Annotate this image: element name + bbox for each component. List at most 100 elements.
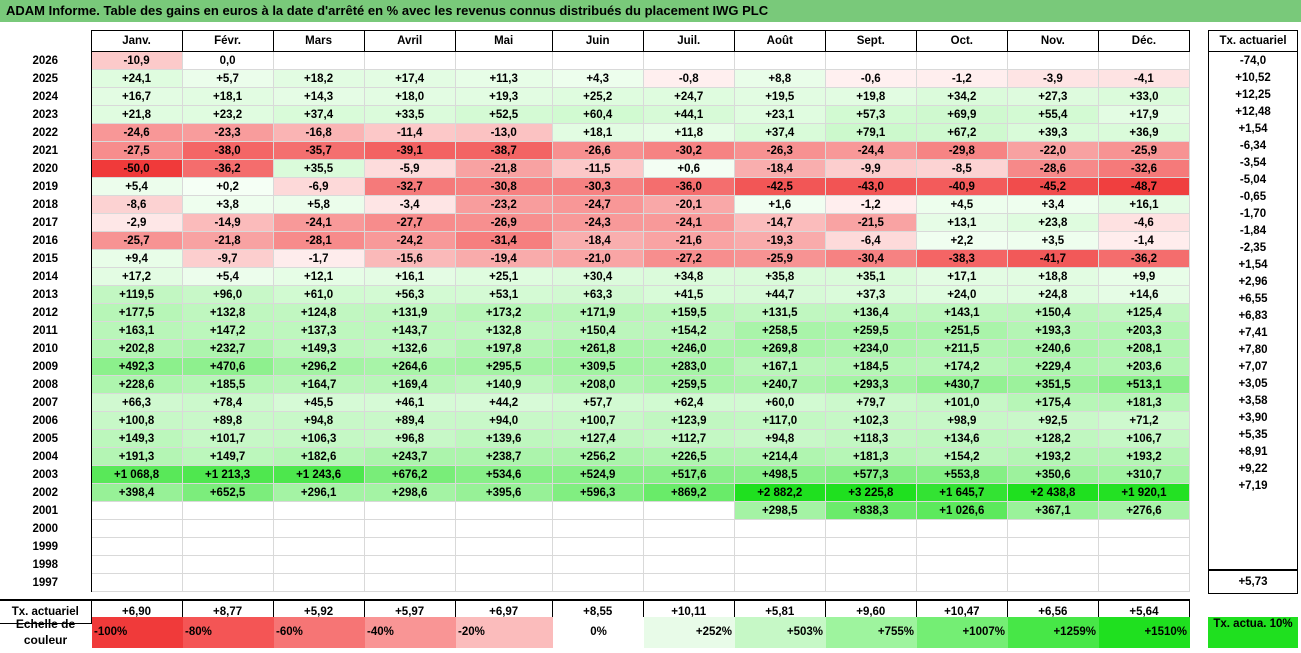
gain-cell: +513,1 bbox=[1097, 375, 1191, 394]
gain-cell: +3 225,8 bbox=[824, 483, 917, 502]
table-row: 2000 bbox=[0, 519, 1191, 538]
table-row: 2004 +191,3 +149,7 +182,6 +243,7 +238,7 +256,2… bbox=[0, 447, 1191, 466]
gain-cell: +132,8 bbox=[454, 321, 553, 340]
scale-swatch: +1259% bbox=[1008, 617, 1099, 648]
gain-cell: +17,4 bbox=[363, 69, 456, 88]
scale-swatch: -20% bbox=[456, 617, 553, 648]
gain-cell: +33,5 bbox=[363, 105, 456, 124]
tx-value: +9,22 bbox=[1208, 460, 1298, 477]
gain-cell bbox=[454, 501, 553, 520]
gain-cell: +17,9 bbox=[1097, 105, 1191, 124]
tx-value: +5,35 bbox=[1208, 426, 1298, 443]
tx-value: +6,55 bbox=[1208, 290, 1298, 307]
gain-cell: +150,4 bbox=[1006, 303, 1099, 322]
tx-row: -6,34 bbox=[1208, 137, 1298, 154]
gain-cell bbox=[824, 51, 917, 70]
gain-cell: +37,4 bbox=[272, 105, 365, 124]
tx-row: -3,54 bbox=[1208, 154, 1298, 171]
tx-value bbox=[1208, 545, 1298, 562]
gain-cell: +127,4 bbox=[551, 429, 644, 448]
spacer-row bbox=[1208, 562, 1298, 570]
gain-cell: +295,5 bbox=[454, 357, 553, 376]
gain-cell bbox=[181, 519, 274, 538]
month-header: Févr. bbox=[181, 30, 274, 52]
tx-row: +3,90 bbox=[1208, 409, 1298, 426]
tx-value: -0,65 bbox=[1208, 188, 1298, 205]
gain-cell: +202,8 bbox=[90, 339, 183, 358]
gain-cell: -0,6 bbox=[824, 69, 917, 88]
table-row: 2005 +149,3 +101,7 +106,3 +96,8 +139,6 +127,4 +… bbox=[0, 429, 1191, 448]
gain-cell: +553,8 bbox=[915, 465, 1008, 484]
table-row: 2021 -27,5 -38,0 -35,7 -39,1 -38,7 -26,6 -30,2-… bbox=[0, 141, 1191, 160]
gain-cell: +240,7 bbox=[733, 375, 826, 394]
year-label: 1997 bbox=[0, 573, 92, 592]
scale-swatch: +1510% bbox=[1099, 617, 1190, 648]
gain-cell: -21,5 bbox=[824, 213, 917, 232]
gain-cell: -22,0 bbox=[1006, 141, 1099, 160]
gain-cell: +2 882,2 bbox=[733, 483, 826, 502]
gain-cell: +193,2 bbox=[1097, 447, 1191, 466]
gain-cell: -9,9 bbox=[824, 159, 917, 178]
table-row: 2022 -24,6 -23,3 -16,8 -11,4 -13,0 +18,1 +11,8 +… bbox=[0, 123, 1191, 142]
gain-cell: -3,9 bbox=[1006, 69, 1099, 88]
gain-cell: +534,6 bbox=[454, 465, 553, 484]
gain-cell: -11,4 bbox=[363, 123, 456, 142]
gain-cell bbox=[1097, 519, 1191, 538]
gain-cell: -20,1 bbox=[642, 195, 735, 214]
gain-cell: +310,7 bbox=[1097, 465, 1191, 484]
table-row: 2014 +17,2 +5,4 +12,1 +16,1 +25,1 +30,4 +34,8 +3… bbox=[0, 267, 1191, 286]
gain-cell: +167,1 bbox=[733, 357, 826, 376]
gain-cell: +106,3 bbox=[272, 429, 365, 448]
gain-cell bbox=[642, 573, 735, 592]
month-header: Oct. bbox=[915, 30, 1008, 52]
gain-cell: -16,8 bbox=[272, 123, 365, 142]
gain-cell bbox=[181, 501, 274, 520]
gain-cell bbox=[915, 519, 1008, 538]
corner-cell bbox=[0, 31, 91, 52]
gain-cell: +24,7 bbox=[642, 87, 735, 106]
gain-cell: +283,0 bbox=[642, 357, 735, 376]
gain-cell: -1,7 bbox=[272, 249, 365, 268]
gain-cell bbox=[272, 573, 365, 592]
year-label: 2015 bbox=[0, 249, 92, 268]
tx-row: +6,55 bbox=[1208, 290, 1298, 307]
gain-cell: -23,3 bbox=[181, 123, 274, 142]
gain-cell bbox=[551, 537, 644, 556]
year-label: 2007 bbox=[0, 393, 92, 412]
gain-cell: +261,8 bbox=[551, 339, 644, 358]
gain-cell: +79,7 bbox=[824, 393, 917, 412]
scale-swatch: -80% bbox=[183, 617, 274, 648]
gain-cell: +276,6 bbox=[1097, 501, 1191, 520]
gain-cell: +169,4 bbox=[363, 375, 456, 394]
scale-swatch: +503% bbox=[735, 617, 826, 648]
gain-cell: +150,4 bbox=[551, 321, 644, 340]
gain-cell bbox=[1006, 573, 1099, 592]
gain-cell: +5,4 bbox=[90, 177, 183, 196]
tx-value bbox=[1208, 494, 1298, 511]
gain-cell: -8,6 bbox=[90, 195, 183, 214]
gain-cell: +175,4 bbox=[1006, 393, 1099, 412]
gain-cell: +35,8 bbox=[733, 267, 826, 286]
gain-cell: -30,8 bbox=[454, 177, 553, 196]
gain-cell: +132,6 bbox=[363, 339, 456, 358]
tx-value: +3,90 bbox=[1208, 409, 1298, 426]
tx-row: -74,0 bbox=[1208, 51, 1298, 69]
table-row: 2009 +492,3 +470,6 +296,2 +264,6 +295,5 +309,5… bbox=[0, 357, 1191, 376]
gain-cell: +2 438,8 bbox=[1006, 483, 1099, 502]
gain-cell bbox=[363, 51, 456, 70]
gain-cell: +211,5 bbox=[915, 339, 1008, 358]
footer-label: Tx. actuariel bbox=[0, 599, 92, 624]
tx-row: +10,52 bbox=[1208, 69, 1298, 86]
tx-actuariel-table: Tx. actuariel -74,0 +10,52 +12,25 +12,48 +1,… bbox=[1208, 30, 1298, 594]
gain-cell bbox=[181, 537, 274, 556]
gain-cell bbox=[733, 573, 826, 592]
year-label: 2008 bbox=[0, 375, 92, 394]
gain-cell bbox=[272, 51, 365, 70]
gain-cell bbox=[551, 555, 644, 574]
gain-cell: +79,1 bbox=[824, 123, 917, 142]
gain-cell: +89,8 bbox=[181, 411, 274, 430]
gain-cell bbox=[824, 519, 917, 538]
tx-value: +10,52 bbox=[1208, 69, 1298, 86]
gain-cell bbox=[642, 537, 735, 556]
gain-cell: +25,1 bbox=[454, 267, 553, 286]
